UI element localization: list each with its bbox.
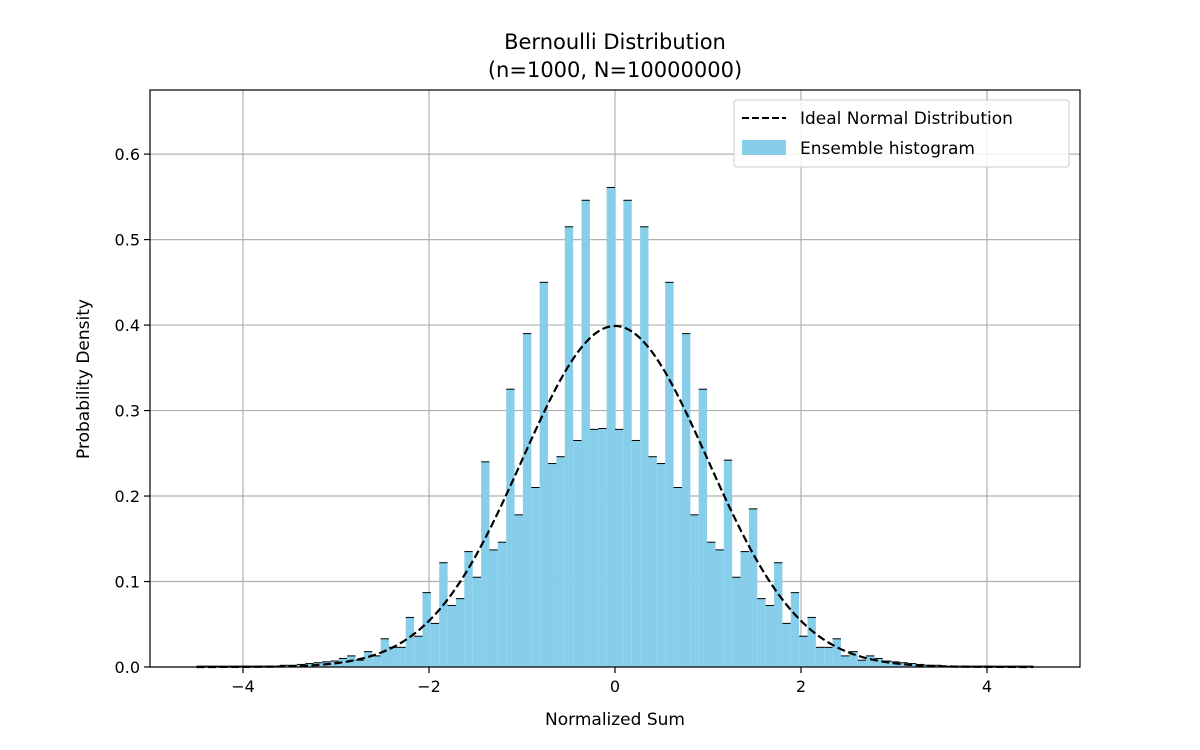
y-tick-label: 0.4	[115, 316, 140, 335]
histogram-bar	[615, 429, 624, 667]
legend: Ideal Normal Distribution Ensemble histo…	[733, 99, 1070, 168]
axis-ticks: −4 −2 0 2 4 0.0 0.1 0.2 0.3 0.4 0.5 0.6	[115, 145, 993, 696]
chart-title: Bernoulli Distribution	[504, 30, 726, 54]
histogram-bar	[748, 508, 758, 667]
histogram-bar	[305, 663, 314, 667]
histogram-bar	[606, 187, 615, 667]
histogram-bar	[589, 429, 599, 667]
histogram-bar	[807, 617, 816, 667]
histogram-bar	[489, 549, 498, 667]
chart-subtitle: (n=1000, N=10000000)	[488, 58, 742, 82]
x-tick-label: 2	[796, 677, 806, 696]
histogram-bar	[707, 542, 716, 667]
histogram-bar	[866, 655, 875, 667]
histogram-bar	[774, 562, 783, 667]
histogram-bar	[439, 562, 448, 667]
histogram-bar	[455, 598, 465, 667]
histogram-bar	[740, 551, 749, 667]
histogram-bar	[397, 647, 406, 667]
y-tick-label: 0.1	[115, 573, 140, 592]
histogram-bar	[338, 658, 348, 667]
histogram-bar	[556, 456, 565, 667]
histogram-bar	[840, 655, 850, 667]
histogram-bar	[564, 226, 574, 667]
histogram-bar	[623, 200, 632, 667]
histogram-bar	[690, 514, 699, 667]
y-tick-label: 0.0	[115, 658, 140, 677]
y-tick-label: 0.5	[115, 231, 140, 250]
histogram-bar	[681, 333, 691, 667]
legend-box	[733, 99, 1070, 168]
histogram-bar	[514, 514, 523, 667]
histogram-bar	[380, 638, 390, 667]
histogram-bar	[430, 623, 440, 667]
histogram-bar	[857, 660, 867, 667]
histogram-bar	[723, 460, 733, 667]
histogram-bar	[539, 282, 549, 667]
histogram-bar	[506, 389, 515, 667]
histogram-bar	[372, 655, 381, 667]
histogram-bar	[874, 658, 883, 667]
x-tick-label: 0	[610, 677, 620, 696]
histogram-bar	[849, 651, 858, 667]
histogram-bar	[414, 636, 423, 667]
histogram-bar	[631, 440, 641, 667]
histogram-bar	[405, 617, 415, 667]
histogram-bar	[815, 647, 825, 667]
histogram-bar	[698, 389, 708, 667]
histogram-bar	[464, 551, 473, 667]
histogram-bar	[355, 660, 364, 667]
y-tick-label: 0.2	[115, 487, 140, 506]
x-tick-label: −2	[417, 677, 441, 696]
histogram-bar	[933, 665, 942, 667]
y-tick-label: 0.6	[115, 145, 140, 164]
plot-frame	[149, 89, 1081, 668]
x-tick-label: −4	[231, 677, 255, 696]
histogram-bar	[497, 542, 507, 667]
histogram-bar	[640, 226, 649, 667]
legend-histogram-swatch	[742, 140, 786, 155]
histogram-bar	[882, 661, 892, 667]
x-axis-label: Normalized Sum	[545, 710, 685, 730]
histogram-bar	[732, 577, 741, 667]
histogram-bar	[765, 605, 775, 667]
y-axis-label: Probability Density	[74, 299, 94, 459]
histogram-bar	[899, 662, 908, 667]
histogram-bar	[447, 605, 456, 667]
histogram-bar	[715, 549, 724, 667]
histogram-bar	[757, 598, 766, 667]
histogram-bar	[665, 282, 674, 667]
histogram-bar	[782, 623, 791, 667]
legend-curve-label: Ideal Normal Distribution	[800, 109, 1013, 129]
histogram-bar	[472, 577, 482, 667]
histogram-bar	[522, 333, 532, 667]
histogram-bar	[799, 636, 808, 667]
histogram-bar	[648, 456, 657, 667]
histogram-bar	[481, 461, 490, 667]
histogram-bar	[422, 592, 431, 667]
histogram-bar	[548, 463, 557, 667]
histogram-bar	[832, 638, 841, 667]
histogram-bar	[573, 440, 582, 667]
histogram-bar	[673, 487, 682, 667]
histogram-bar	[389, 647, 398, 667]
histogram-bar	[907, 663, 917, 667]
histogram-bar	[581, 200, 590, 667]
histogram-bar	[656, 463, 666, 667]
histogram-bar	[531, 487, 540, 667]
histogram-bar	[824, 647, 833, 667]
legend-histogram-label: Ensemble histogram	[800, 139, 975, 159]
histogram-bar	[363, 651, 373, 667]
x-tick-label: 4	[982, 677, 992, 696]
normal-curve-line	[196, 324, 1034, 669]
histogram-bar	[790, 592, 800, 667]
histogram-bar	[598, 428, 607, 667]
y-tick-label: 0.3	[115, 402, 140, 421]
